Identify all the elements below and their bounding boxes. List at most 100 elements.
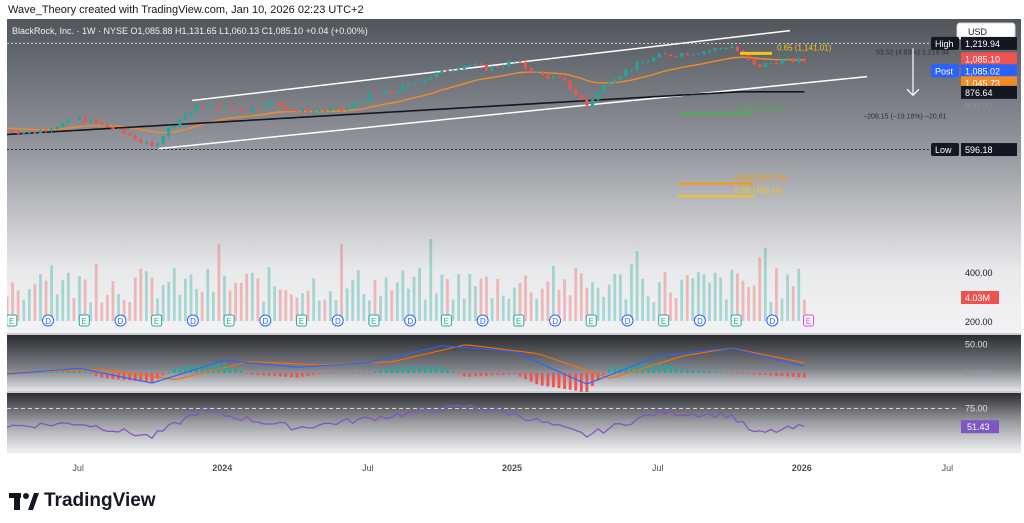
volume-bar	[44, 280, 48, 321]
candle-body	[328, 108, 332, 111]
volume-bar	[797, 268, 801, 321]
time-axis-tick: Jul	[72, 463, 84, 473]
volume-bar	[245, 273, 249, 321]
candle-body	[345, 108, 349, 111]
macd-histogram-bar	[351, 372, 355, 374]
dividend-marker[interactable]	[331, 314, 344, 327]
earnings-marker[interactable]	[7, 314, 18, 327]
macd-histogram-bar	[552, 372, 555, 388]
event-marker-letter: E	[661, 317, 666, 326]
earnings-marker[interactable]	[658, 314, 670, 327]
earnings-marker[interactable]	[368, 314, 380, 327]
candle-body	[194, 105, 199, 112]
dividend-marker[interactable]	[42, 314, 55, 327]
macd-histogram-bar	[189, 365, 193, 373]
volume-bar	[696, 272, 700, 321]
candle-body	[618, 75, 622, 80]
volume-bar	[7, 296, 9, 321]
macd-histogram-bar	[758, 372, 762, 375]
macd-histogram-bar	[295, 372, 299, 378]
price-pane[interactable]: 0.65 (1,141.01) 0.382 (758.70) 0.618 (473.…	[7, 29, 1017, 327]
candle-body	[434, 72, 438, 78]
macd-histogram-bar	[730, 372, 734, 374]
earnings-marker[interactable]	[78, 314, 90, 327]
macd-histogram-bar	[89, 372, 93, 374]
volume-bar	[72, 298, 76, 321]
dividend-marker[interactable]	[766, 314, 779, 327]
macd-histogram-bar	[451, 371, 455, 373]
volume-bar	[607, 284, 611, 321]
volume-bar	[211, 291, 215, 321]
macd-histogram-bar	[172, 368, 176, 373]
earnings-marker[interactable]	[730, 314, 742, 327]
earnings-marker[interactable]	[513, 314, 525, 327]
volume-bar	[451, 299, 455, 321]
volume-bar	[691, 278, 695, 321]
candle-body	[797, 58, 801, 63]
macd-histogram-bar	[440, 366, 444, 373]
macd-histogram-bar	[156, 372, 159, 379]
volume-bar	[496, 278, 500, 321]
time-axis[interactable]: Jul 2024 Jul 2025 Jul 2026 Jul	[72, 463, 953, 473]
macd-histogram-bar	[691, 369, 695, 373]
volume-bar	[144, 271, 148, 321]
macd-histogram-bar	[122, 372, 126, 380]
earnings-marker[interactable]	[585, 314, 597, 327]
macd-histogram-bar	[512, 372, 516, 375]
macd-histogram-bar	[239, 370, 243, 373]
currency-button[interactable]: USD	[956, 22, 1016, 40]
rsi-pane[interactable]: 75.00 51.43	[7, 404, 999, 440]
volume-bar	[708, 282, 711, 321]
dividend-marker[interactable]	[404, 314, 417, 327]
event-marker-letter: D	[552, 317, 558, 326]
candle-body	[61, 122, 65, 127]
dividend-marker[interactable]	[693, 314, 706, 327]
macd-histogram-bar	[663, 364, 667, 373]
chart-area[interactable]: BlackRock, Inc. · 1W · NYSE O1,085.88 H1…	[7, 19, 1021, 481]
macd-histogram-bar	[22, 372, 26, 374]
dividend-marker[interactable]	[114, 314, 127, 327]
macd-histogram-bar	[635, 364, 639, 373]
macd-histogram-bar	[802, 372, 806, 378]
tradingview-brand[interactable]: TradingView	[9, 490, 156, 512]
candle-body	[239, 108, 243, 111]
macd-histogram-bar	[719, 372, 723, 373]
candle-body	[234, 108, 238, 110]
macd-histogram-bar	[696, 370, 700, 373]
macd-histogram-bar	[618, 366, 622, 373]
volume-bar	[769, 301, 773, 321]
macd-histogram-bar	[518, 372, 522, 377]
candle-body	[89, 119, 93, 123]
price-label-value: 1,085.02	[965, 66, 1000, 76]
macd-histogram-bar	[797, 372, 801, 378]
dividend-marker[interactable]	[549, 314, 562, 327]
earnings-marker[interactable]	[296, 314, 308, 327]
macd-histogram-bar	[83, 371, 87, 373]
earnings-marker[interactable]	[440, 314, 452, 327]
event-marker-letter: D	[697, 317, 703, 326]
candle-body	[507, 61, 511, 67]
dividend-marker[interactable]	[259, 314, 272, 327]
candle-body	[161, 136, 165, 144]
candle-body	[306, 109, 310, 114]
volume-bar	[200, 291, 204, 321]
macd-pane[interactable]: 50.00 0.0000	[7, 340, 993, 392]
candle-body	[211, 104, 215, 106]
price-label-value: 876.64	[965, 88, 993, 98]
candle-body	[624, 69, 628, 76]
rsi-label-value: 51.43	[967, 422, 990, 432]
time-axis-tick: 2024	[212, 463, 232, 473]
volume-bar	[390, 290, 394, 321]
dividend-marker[interactable]	[621, 314, 634, 327]
volume-bar	[730, 269, 734, 321]
chart-svg[interactable]: BlackRock, Inc. · 1W · NYSE O1,085.88 H1…	[7, 19, 1021, 481]
earnings-marker[interactable]	[151, 314, 163, 327]
earnings-marker[interactable]	[803, 314, 815, 327]
macd-histogram-bar	[206, 364, 210, 373]
dividend-marker[interactable]	[186, 314, 199, 327]
volume-bar	[156, 298, 159, 321]
price-label-box	[961, 143, 1017, 157]
earnings-marker[interactable]	[223, 314, 235, 327]
dividend-marker[interactable]	[476, 314, 489, 327]
macd-histogram-bar	[434, 366, 438, 373]
